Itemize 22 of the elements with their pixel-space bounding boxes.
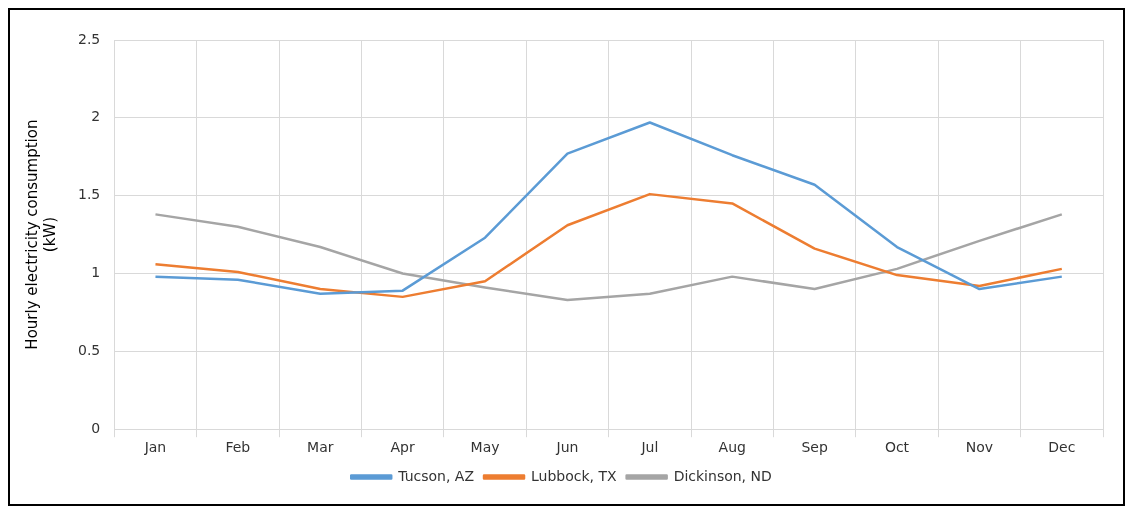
legend-label: Tucson, AZ [397, 467, 475, 484]
y-tick-label: 1 [91, 264, 101, 281]
x-tick-label: Feb [225, 439, 251, 456]
x-tick-label: Sep [801, 439, 828, 456]
legend-label: Lubbock, TX [531, 467, 618, 484]
y-tick-label: 2.5 [78, 30, 101, 47]
y-tick-label: 0.5 [78, 342, 101, 358]
x-tick-label: May [470, 439, 500, 456]
x-tick-label: Apr [390, 439, 415, 456]
y-tick-label: 2 [91, 108, 101, 125]
x-tick-label: Jan [143, 439, 167, 456]
x-tick-label: Oct [884, 439, 910, 456]
x-tick-label: Jul [640, 439, 659, 456]
legend-label: Dickinson, ND [673, 467, 772, 484]
x-tick-label: Aug [718, 439, 746, 456]
x-tick-label: Nov [965, 439, 994, 456]
x-tick-label: Dec [1048, 439, 1076, 456]
y-tick-label: 1.5 [78, 186, 101, 203]
x-tick-label: Jun [555, 439, 579, 456]
x-tick-label: Mar [307, 439, 334, 456]
y-tick-label: 0 [91, 419, 101, 436]
y-axis-title: Hourly electricity consumption (kW) [22, 119, 59, 350]
